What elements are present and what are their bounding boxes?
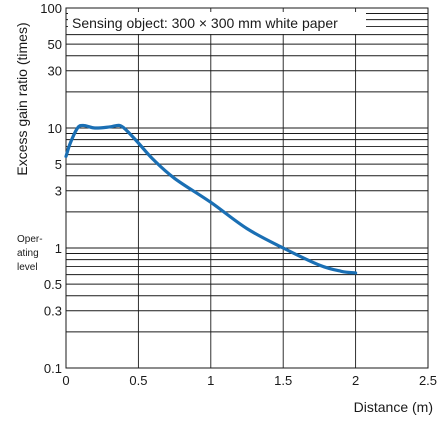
y-tick-label: 50: [48, 37, 62, 52]
y-tick-label: 5: [55, 157, 62, 172]
operating-level-text: Oper-: [17, 234, 43, 245]
y-tick-label: 30: [48, 64, 62, 79]
y-tick-label: 3: [55, 184, 62, 199]
y-axis-title: Excess gain ratio (times): [14, 22, 30, 175]
x-tick-label: 1.5: [274, 373, 292, 388]
x-tick-label: 0: [62, 373, 69, 388]
operating-level-text: ating: [17, 248, 39, 259]
y-tick-label: 0.5: [44, 277, 62, 292]
y-tick-labels: 0.1 0.3 0.5 1 3 5 10 30 50 100: [40, 1, 62, 376]
x-tick-label: 2: [352, 373, 359, 388]
annotation-box: Sensing object: 300 × 300 mm white paper: [68, 12, 366, 34]
series-layer: [64, 123, 358, 275]
x-tick-label: 1: [207, 373, 214, 388]
y-tick-label: 10: [48, 121, 62, 136]
operating-level-text: level: [17, 262, 38, 273]
x-tick-label: 2.5: [419, 373, 437, 388]
y-tick-label: 100: [40, 1, 62, 16]
annotation-text: Sensing object: 300 × 300 mm white paper: [72, 15, 338, 31]
excess-gain-curve: [64, 123, 358, 275]
plot-frame: [65, 7, 429, 369]
grid-layer: [66, 8, 428, 368]
operating-level-label: Oper-ating level: [17, 234, 43, 273]
annotation-background: [68, 12, 366, 34]
y-tick-label: 0.3: [44, 304, 62, 319]
y-tick-label: 0.1: [44, 361, 62, 376]
x-tick-label: 0.5: [129, 373, 147, 388]
x-tick-labels: 0 0.5 1 1.5 2 2.5: [62, 373, 437, 388]
y-tick-label: 1: [55, 241, 62, 256]
x-axis-title: Distance (m): [354, 399, 433, 415]
